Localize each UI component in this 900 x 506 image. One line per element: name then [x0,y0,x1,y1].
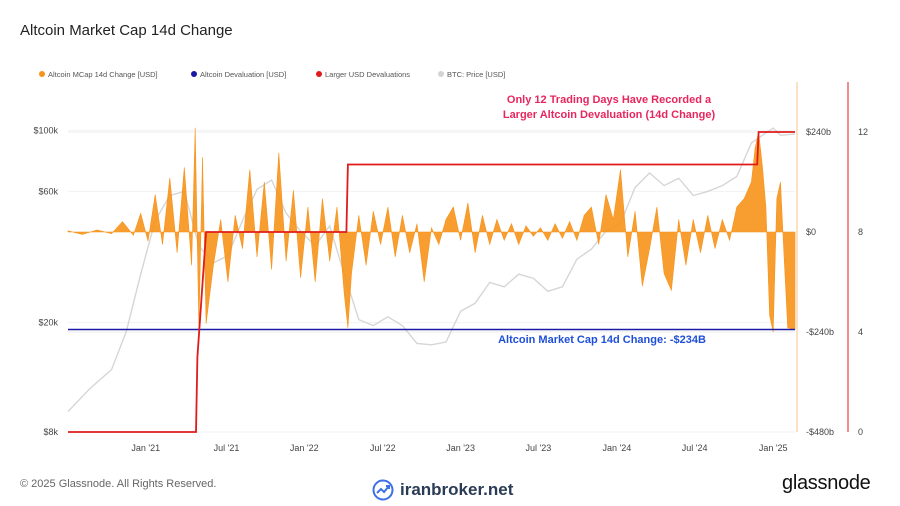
copyright-text: © 2025 Glassnode. All Rights Reserved. [20,478,217,490]
x-tick-label: Jul '24 [682,443,708,453]
x-tick-label: Jan '23 [446,443,475,453]
x-tick-label: Jul '23 [526,443,552,453]
legend-dot-btc-price [438,71,444,77]
mid-tick-label: -$240b [806,327,834,337]
left-tick-label: $8k [43,427,58,437]
right-tick-label: 12 [858,127,868,137]
x-tick-label: Jan '25 [759,443,788,453]
x-tick-label: Jul '22 [370,443,396,453]
x-tick-label: Jan '21 [131,443,160,453]
mid-tick-label: -$480b [806,427,834,437]
right-tick-label: 4 [858,327,863,337]
larger-devaluations-step [68,131,795,433]
right-tick-label: 0 [858,427,863,437]
x-tick-label: Jan '22 [290,443,319,453]
trend-chart-icon [372,479,394,501]
right-axis-ticks: 0 4 8 12 [858,127,868,437]
mid-tick-label: $0 [806,227,816,237]
left-tick-label: $100k [33,125,58,135]
chart-title: Altcoin Market Cap 14d Change [20,22,233,39]
gridlines [68,129,795,433]
legend-label-altcoin-mcap: Altcoin MCap 14d Change [USD] [48,70,158,79]
legend-dot-altcoin-mcap [39,71,45,77]
left-axis-ticks: $8k $20k $60k $100k [33,125,58,437]
annotation-bottom: Altcoin Market Cap 14d Change: -$234B [498,334,706,346]
legend-label-larger-devaluations: Larger USD Devaluations [325,70,410,79]
mid-axis-ticks: -$480b -$240b $0 $240b [806,127,834,437]
left-tick-label: $60k [38,186,58,196]
annotation-top-line1: Only 12 Trading Days Have Recorded a [507,94,712,106]
right-tick-label: 8 [858,227,863,237]
mid-tick-label: $240b [806,127,831,137]
legend-dot-larger-devaluations [316,71,322,77]
legend-dot-altcoin-devaluation [191,71,197,77]
btc-price-line [67,127,796,412]
brand-logo: glassnode [782,472,871,494]
annotation-top-line2: Larger Altcoin Devaluation (14d Change) [503,109,716,121]
x-axis-ticks: Jan '21 Jul '21 Jan '22 Jul '22 Jan '23 Jul '… [131,443,787,453]
legend-label-altcoin-devaluation: Altcoin Devaluation [USD] [200,70,286,79]
legend-label-btc-price: BTC: Price [USD] [447,70,505,79]
watermark-text: iranbroker.net [400,480,514,499]
left-tick-label: $20k [38,318,58,328]
x-tick-label: Jan '24 [603,443,632,453]
altcoin-change-area [67,127,796,333]
legend: Altcoin MCap 14d Change [USD] Altcoin De… [39,70,505,79]
x-tick-label: Jul '21 [214,443,240,453]
watermark: iranbroker.net [372,479,513,501]
